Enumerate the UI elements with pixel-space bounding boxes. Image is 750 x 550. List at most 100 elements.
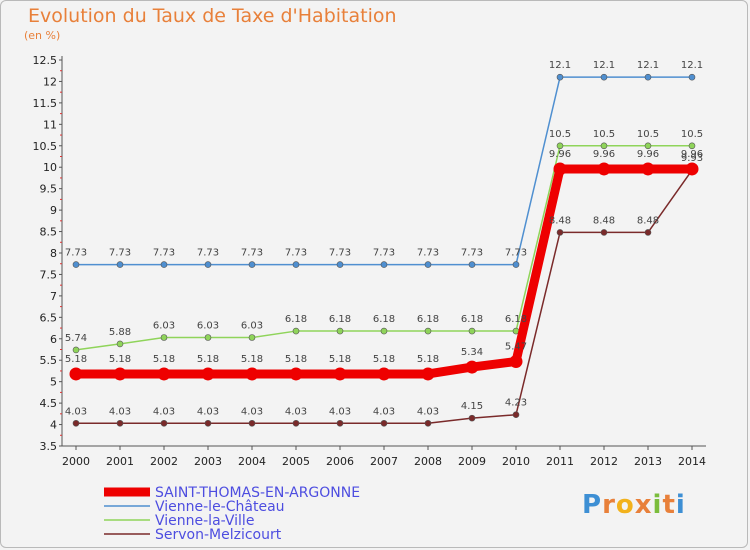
data-point-1 bbox=[336, 327, 344, 335]
data-label-1: 6.18 bbox=[373, 314, 395, 325]
data-point-1 bbox=[380, 327, 388, 335]
data-point-0 bbox=[644, 73, 652, 81]
data-point-0 bbox=[292, 261, 300, 268]
data-label-3: 5.18 bbox=[109, 354, 131, 365]
data-point-1 bbox=[644, 142, 652, 150]
data-label-2: 4.03 bbox=[329, 406, 351, 417]
data-point-3 bbox=[157, 367, 171, 381]
data-point-0 bbox=[160, 261, 168, 268]
data-point-1 bbox=[468, 327, 476, 335]
data-point-2 bbox=[600, 229, 608, 236]
data-label-3: 5.34 bbox=[461, 347, 483, 358]
x-tick-label: 2006 bbox=[326, 455, 354, 468]
data-label-0: 7.73 bbox=[109, 248, 131, 259]
data-label-0: 7.73 bbox=[373, 248, 395, 259]
data-label-3: 5.18 bbox=[153, 354, 175, 365]
data-point-3 bbox=[113, 367, 127, 381]
data-point-1 bbox=[248, 334, 256, 341]
data-label-2: 4.03 bbox=[109, 406, 131, 417]
data-point-2 bbox=[336, 419, 344, 427]
data-point-1 bbox=[160, 334, 168, 341]
x-tick-label: 2007 bbox=[370, 455, 398, 468]
data-point-3 bbox=[333, 367, 347, 381]
x-tick-label: 2011 bbox=[546, 455, 574, 468]
x-tick-label: 2003 bbox=[194, 455, 222, 468]
data-label-1: 10.5 bbox=[549, 129, 571, 140]
data-label-3: 9.96 bbox=[637, 149, 659, 160]
logo-letter: i bbox=[652, 490, 663, 520]
data-point-2 bbox=[72, 419, 80, 427]
y-tick-label: 11 bbox=[43, 118, 57, 131]
y-tick-label: 4 bbox=[50, 419, 57, 432]
data-point-3 bbox=[465, 360, 479, 374]
data-point-3 bbox=[377, 367, 391, 381]
data-label-2: 4.23 bbox=[505, 398, 527, 409]
legend-label-2: Servon-Melzicourt bbox=[155, 527, 282, 543]
logo-letter: P bbox=[582, 490, 603, 520]
data-point-1 bbox=[292, 327, 300, 335]
data-label-0: 12.1 bbox=[549, 60, 571, 71]
data-label-0: 12.1 bbox=[637, 60, 659, 71]
data-label-3: 5.47 bbox=[505, 342, 527, 353]
chart-subtitle: (en %) bbox=[24, 29, 61, 42]
data-label-2: 9.93 bbox=[681, 153, 703, 164]
data-label-1: 6.18 bbox=[505, 314, 527, 325]
data-point-3 bbox=[289, 367, 303, 381]
data-point-2 bbox=[160, 419, 168, 427]
y-tick-label: 7.5 bbox=[40, 268, 58, 281]
data-label-1: 6.18 bbox=[285, 314, 307, 325]
data-label-3: 5.18 bbox=[417, 354, 439, 365]
data-label-1: 5.88 bbox=[109, 327, 131, 338]
data-label-3: 5.18 bbox=[373, 354, 395, 365]
data-label-2: 4.03 bbox=[153, 406, 175, 417]
y-tick-label: 8.5 bbox=[40, 226, 58, 239]
chart-title: Evolution du Taux de Taxe d'Habitation bbox=[28, 5, 397, 27]
data-point-3 bbox=[69, 367, 83, 381]
data-label-2: 4.03 bbox=[65, 406, 87, 417]
y-tick-label: 9 bbox=[50, 204, 57, 217]
data-point-0 bbox=[556, 73, 564, 81]
data-label-0: 12.1 bbox=[593, 60, 615, 71]
data-label-2: 8.48 bbox=[637, 215, 659, 226]
data-label-0: 7.73 bbox=[505, 248, 527, 259]
data-point-0 bbox=[72, 261, 80, 268]
y-tick-label: 8 bbox=[50, 247, 57, 260]
data-point-0 bbox=[248, 261, 256, 268]
data-label-2: 4.03 bbox=[197, 406, 219, 417]
logo-letter: x bbox=[634, 490, 653, 520]
data-point-0 bbox=[468, 261, 476, 268]
y-tick-label: 12.5 bbox=[33, 54, 58, 67]
legend: SAINT-THOMAS-EN-ARGONNEVienne-le-Château… bbox=[104, 485, 360, 543]
data-label-2: 8.48 bbox=[549, 215, 571, 226]
data-label-3: 5.18 bbox=[241, 354, 263, 365]
x-tick-label: 2012 bbox=[590, 455, 618, 468]
data-point-2 bbox=[424, 419, 432, 427]
x-tick-label: 2010 bbox=[502, 455, 530, 468]
data-label-0: 7.73 bbox=[461, 248, 483, 259]
data-label-1: 6.18 bbox=[461, 314, 483, 325]
data-point-3 bbox=[685, 162, 699, 176]
y-tick-label: 5.5 bbox=[40, 354, 58, 367]
data-label-0: 7.73 bbox=[153, 248, 175, 259]
data-point-1 bbox=[688, 142, 696, 150]
data-point-0 bbox=[424, 261, 432, 268]
data-label-3: 9.96 bbox=[593, 149, 615, 160]
data-label-3: 5.18 bbox=[65, 354, 87, 365]
logo-letter: o bbox=[615, 490, 635, 520]
data-point-2 bbox=[204, 419, 212, 427]
data-label-0: 7.73 bbox=[65, 248, 87, 259]
data-label-3: 5.18 bbox=[329, 354, 351, 365]
data-label-1: 10.5 bbox=[637, 129, 659, 140]
data-point-3 bbox=[509, 355, 523, 369]
data-label-1: 6.18 bbox=[329, 314, 351, 325]
data-point-2 bbox=[248, 419, 256, 427]
series-line-2 bbox=[75, 169, 693, 425]
data-point-3 bbox=[597, 162, 611, 176]
data-labels: 7.73 7.73 7.73 7.73 7.73 7.73 7.73 7.73 7.73 7.73… bbox=[65, 60, 703, 417]
series-line-3 bbox=[71, 164, 697, 379]
x-tick-label: 2014 bbox=[678, 455, 706, 468]
data-point-2 bbox=[512, 411, 520, 418]
data-label-1: 10.5 bbox=[593, 129, 615, 140]
proxiti-logo: Proxiti bbox=[582, 490, 686, 520]
